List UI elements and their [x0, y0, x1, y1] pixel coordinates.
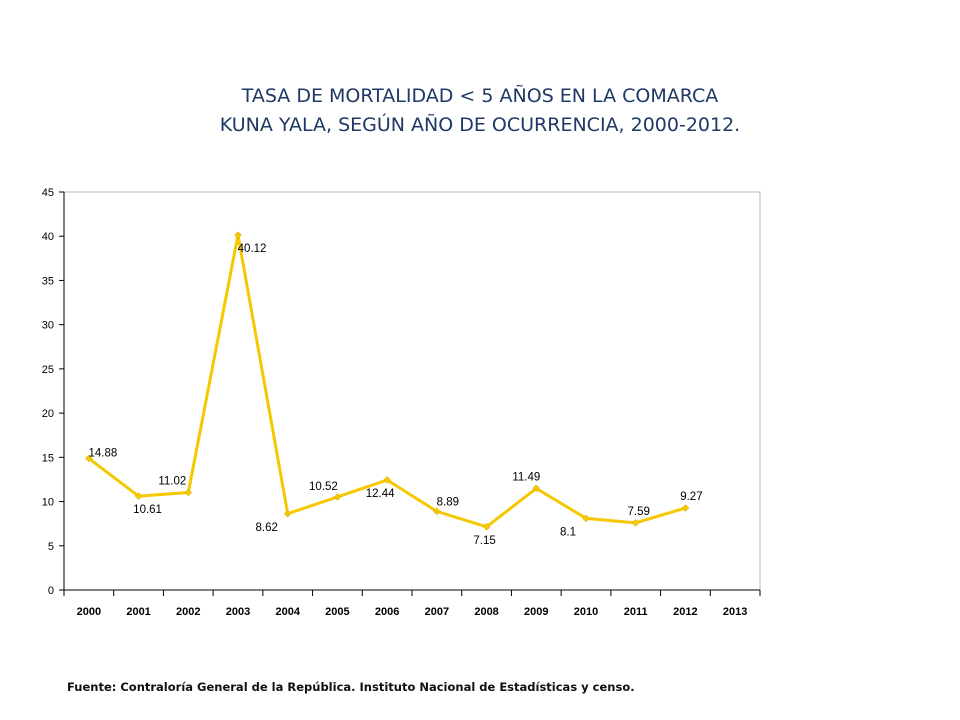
y-tick-label: 15 [42, 452, 54, 464]
x-tick-label: 2012 [673, 606, 697, 618]
data-point-marker [184, 488, 193, 497]
y-tick-label: 10 [42, 497, 54, 509]
x-tick-label: 2009 [524, 606, 548, 618]
data-point-marker [631, 519, 640, 527]
x-tick-label: 2001 [126, 606, 150, 618]
data-point-marker [134, 492, 143, 501]
data-point-marker [582, 514, 590, 523]
x-tick-label: 2005 [325, 606, 349, 618]
data-label: 8.1 [560, 526, 576, 538]
data-label: 7.59 [628, 506, 650, 518]
data-point-marker [532, 484, 541, 493]
data-label: 40.12 [238, 243, 267, 255]
y-tick-label: 0 [48, 585, 54, 597]
data-point-marker [681, 504, 690, 512]
data-point-marker [433, 507, 441, 516]
x-tick-label: 2007 [425, 606, 449, 618]
x-tick-label: 2011 [624, 606, 648, 618]
y-tick-label: 45 [42, 187, 54, 199]
x-tick-label: 2000 [77, 606, 101, 618]
y-tick-label: 20 [42, 408, 54, 420]
x-tick-label: 2008 [474, 606, 498, 618]
chart-title-line-1: TASA DE MORTALIDAD < 5 AÑOS EN LA COMARC… [241, 85, 719, 107]
data-label: 11.49 [512, 471, 540, 483]
chart-title-line-2: KUNA YALA, SEGÚN AÑO DE OCURRENCIA, 2000… [219, 114, 741, 136]
data-label: 10.52 [309, 481, 338, 493]
y-tick-label: 5 [48, 541, 54, 553]
data-label: 12.44 [366, 488, 395, 500]
chart-title: TASA DE MORTALIDAD < 5 AÑOS EN LA COMARC… [0, 82, 960, 140]
y-tick-label: 40 [42, 231, 54, 243]
y-tick-label: 25 [42, 364, 54, 376]
data-point-marker [383, 476, 391, 484]
y-tick-label: 35 [42, 275, 54, 287]
data-label: 9.27 [680, 491, 702, 503]
source-note: Fuente: Contraloría General de la Repúbl… [67, 680, 635, 694]
data-label: 8.62 [256, 522, 278, 534]
data-point-marker [283, 509, 292, 518]
x-tick-label: 2006 [375, 606, 399, 618]
x-tick-label: 2002 [176, 606, 200, 618]
data-label: 11.02 [158, 476, 186, 488]
data-label: 7.15 [473, 535, 495, 547]
x-tick-label: 2010 [574, 606, 598, 618]
x-tick-label: 2004 [275, 606, 300, 618]
data-point-marker [333, 493, 342, 501]
data-point-marker [234, 231, 242, 240]
x-tick-label: 2013 [723, 606, 747, 618]
data-label: 10.61 [133, 504, 162, 516]
y-tick-label: 30 [42, 320, 54, 332]
data-point-marker [482, 522, 491, 531]
data-label: 14.88 [88, 447, 117, 459]
data-point-marker [85, 454, 93, 463]
plot-area [63, 191, 761, 591]
x-tick-label: 2003 [226, 606, 250, 618]
data-label: 8.89 [437, 496, 459, 508]
